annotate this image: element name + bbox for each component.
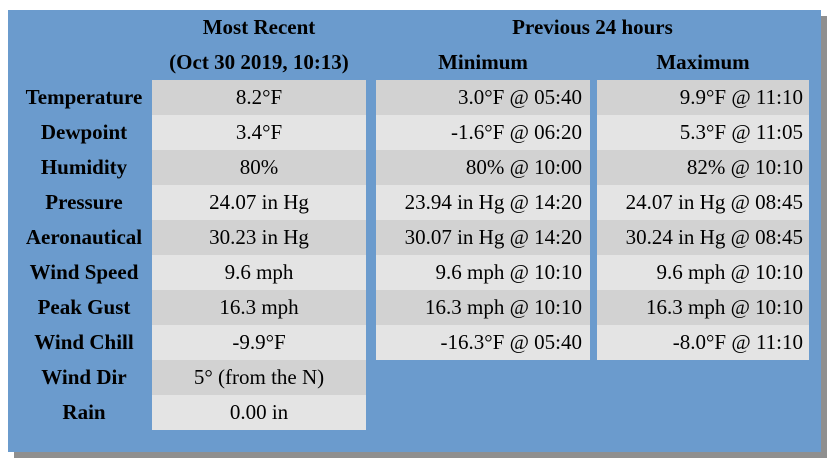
max-value-cell: -8.0°F @ 11:10 [597, 325, 809, 360]
row-label: Wind Chill [34, 330, 134, 354]
recent-value-cell: 30.23 in Hg [152, 220, 366, 255]
recent-value-cell: 9.6 mph [152, 255, 366, 290]
row-label: Wind Speed [29, 260, 139, 284]
row-label: Humidity [40, 155, 128, 179]
min-value-cell: 23.94 in Hg @ 14:20 [376, 185, 590, 220]
min-value-cell: 16.3 mph @ 10:10 [376, 290, 590, 325]
recent-value-cell: 16.3 mph [152, 290, 366, 325]
min-value-cell: 30.07 in Hg @ 14:20 [376, 220, 590, 255]
max-value-cell: 30.24 in Hg @ 08:45 [597, 220, 809, 255]
min-value-cell: -16.3°F @ 05:40 [376, 325, 590, 360]
minimum-header: Minimum [438, 50, 528, 74]
previous-24-hours-header: Previous 24 hours [512, 15, 673, 39]
min-value-cell: 9.6 mph @ 10:10 [376, 255, 590, 290]
recent-value-cell: 24.07 in Hg [152, 185, 366, 220]
row-label: Temperature [25, 85, 143, 109]
recent-value-cell: 3.4°F [152, 115, 366, 150]
max-value-cell: 5.3°F @ 11:05 [597, 115, 809, 150]
weather-table-panel: Most Recent (Oct 30 2019, 10:13) Previou… [8, 10, 821, 452]
row-label: Pressure [45, 190, 123, 214]
min-value-cell: 80% @ 10:00 [376, 150, 590, 185]
recent-value-cell: 80% [152, 150, 366, 185]
max-value-cell: 82% @ 10:10 [597, 150, 809, 185]
row-label: Aeronautical [25, 225, 143, 249]
recent-value-cell: 8.2°F [152, 80, 366, 115]
recent-value-cell: 5° (from the N) [152, 360, 366, 395]
row-label: Rain [62, 400, 106, 424]
most-recent-time-header: (Oct 30 2019, 10:13) [169, 50, 349, 74]
row-label: Dewpoint [40, 120, 128, 144]
max-value-cell: 9.9°F @ 11:10 [597, 80, 809, 115]
row-label: Wind Dir [41, 365, 127, 389]
min-value-cell: -1.6°F @ 06:20 [376, 115, 590, 150]
recent-value-cell: -9.9°F [152, 325, 366, 360]
max-value-cell: 9.6 mph @ 10:10 [597, 255, 809, 290]
max-value-cell: 24.07 in Hg @ 08:45 [597, 185, 809, 220]
max-value-cell: 16.3 mph @ 10:10 [597, 290, 809, 325]
min-value-cell: 3.0°F @ 05:40 [376, 80, 590, 115]
maximum-header: Maximum [656, 50, 750, 74]
most-recent-header: Most Recent [202, 15, 316, 39]
row-label: Peak Gust [37, 295, 131, 319]
recent-value-cell: 0.00 in [152, 395, 366, 430]
